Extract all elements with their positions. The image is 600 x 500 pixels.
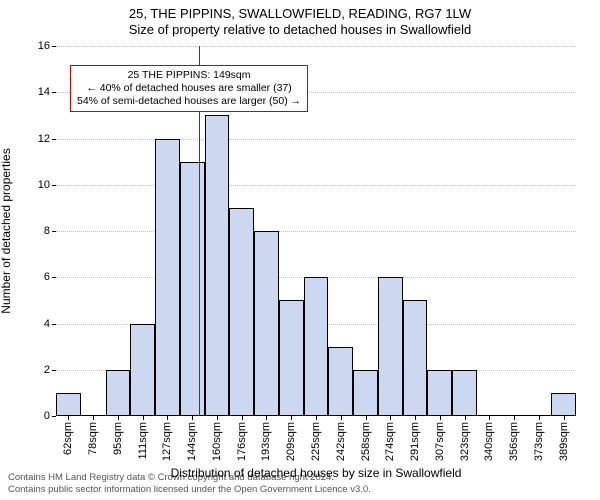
y-tick-label: 10 (38, 179, 50, 191)
histogram-bar (279, 300, 304, 416)
histogram-bar (403, 300, 428, 416)
y-tick-mark (52, 416, 56, 417)
x-tick-mark (564, 416, 565, 420)
y-tick-mark (52, 324, 56, 325)
x-tick-mark (366, 416, 367, 420)
x-tick-mark (143, 416, 144, 420)
x-tick-label: 274sqm (384, 422, 396, 461)
title-line1: 25, THE PIPPINS, SWALLOWFIELD, READING, … (0, 6, 600, 22)
histogram-bar (378, 277, 403, 416)
x-tick-label: 258sqm (360, 422, 372, 461)
x-tick-label: 225sqm (310, 422, 322, 461)
gridline (56, 185, 576, 186)
x-tick-label: 389sqm (558, 422, 570, 461)
x-tick-mark (415, 416, 416, 420)
y-tick-mark (52, 231, 56, 232)
x-tick-mark (93, 416, 94, 420)
annotation-line2: ← 40% of detached houses are smaller (37… (77, 82, 301, 95)
x-tick-label: 291sqm (409, 422, 421, 461)
x-axis-title: Distribution of detached houses by size … (56, 466, 576, 480)
histogram-bar (106, 370, 131, 416)
x-tick-mark (242, 416, 243, 420)
x-tick-label: 144sqm (186, 422, 198, 461)
histogram-bar (56, 393, 81, 416)
gridline (56, 46, 576, 47)
chart-title: 25, THE PIPPINS, SWALLOWFIELD, READING, … (0, 6, 600, 37)
histogram-bar (328, 347, 353, 416)
x-tick-label: 209sqm (285, 422, 297, 461)
histogram-bar (427, 370, 452, 416)
y-tick-mark (52, 46, 56, 47)
x-tick-mark (316, 416, 317, 420)
x-tick-label: 111sqm (137, 422, 149, 460)
x-tick-label: 193sqm (260, 422, 272, 461)
x-tick-mark (266, 416, 267, 420)
gridline (56, 139, 576, 140)
annotation-line3: 54% of semi-detached houses are larger (… (77, 95, 301, 108)
annotation-line1: 25 THE PIPPINS: 149sqm (77, 69, 301, 82)
x-tick-label: 176sqm (236, 422, 248, 461)
y-tick-label: 6 (44, 271, 50, 283)
gridline (56, 231, 576, 232)
y-tick-label: 14 (38, 86, 50, 98)
title-line2: Size of property relative to detached ho… (0, 22, 600, 38)
x-tick-label: 373sqm (533, 422, 545, 461)
histogram-bar (254, 231, 279, 416)
x-tick-mark (440, 416, 441, 420)
annotation-box: 25 THE PIPPINS: 149sqm← 40% of detached … (70, 65, 308, 112)
x-tick-mark (489, 416, 490, 420)
x-tick-mark (390, 416, 391, 420)
x-tick-mark (192, 416, 193, 420)
x-tick-label: 307sqm (434, 422, 446, 461)
plot-area: 024681012141662sqm78sqm95sqm111sqm127sqm… (56, 46, 576, 416)
histogram-bar (452, 370, 477, 416)
x-tick-mark (465, 416, 466, 420)
y-tick-label: 8 (44, 225, 50, 237)
x-tick-mark (291, 416, 292, 420)
y-tick-label: 0 (44, 410, 50, 422)
x-tick-label: 160sqm (211, 422, 223, 461)
y-axis-title: Number of detached properties (0, 148, 13, 313)
histogram-bar (130, 324, 155, 417)
histogram-bar (205, 115, 230, 416)
y-tick-label: 12 (38, 133, 50, 145)
x-tick-mark (341, 416, 342, 420)
histogram-bar (353, 370, 378, 416)
x-tick-label: 95sqm (112, 422, 124, 455)
histogram-bar (229, 208, 254, 416)
histogram-bar (551, 393, 576, 416)
x-tick-mark (118, 416, 119, 420)
y-tick-label: 16 (38, 40, 50, 52)
x-tick-label: 62sqm (62, 422, 74, 455)
x-tick-mark (68, 416, 69, 420)
histogram-bar (180, 162, 205, 416)
footer-line2: Contains public sector information licen… (8, 484, 371, 496)
y-tick-mark (52, 92, 56, 93)
histogram-bar (155, 139, 180, 417)
y-tick-mark (52, 277, 56, 278)
x-tick-mark (217, 416, 218, 420)
x-tick-label: 356sqm (508, 422, 520, 461)
x-tick-mark (514, 416, 515, 420)
y-tick-label: 4 (44, 318, 50, 330)
x-tick-label: 242sqm (335, 422, 347, 461)
x-tick-mark (539, 416, 540, 420)
x-tick-label: 340sqm (483, 422, 495, 461)
histogram-bar (304, 277, 329, 416)
y-tick-mark (52, 185, 56, 186)
y-tick-mark (52, 370, 56, 371)
y-tick-mark (52, 139, 56, 140)
x-tick-label: 78sqm (87, 422, 99, 455)
y-tick-label: 2 (44, 364, 50, 376)
x-tick-mark (167, 416, 168, 420)
x-tick-label: 323sqm (459, 422, 471, 461)
x-tick-label: 127sqm (161, 422, 173, 461)
